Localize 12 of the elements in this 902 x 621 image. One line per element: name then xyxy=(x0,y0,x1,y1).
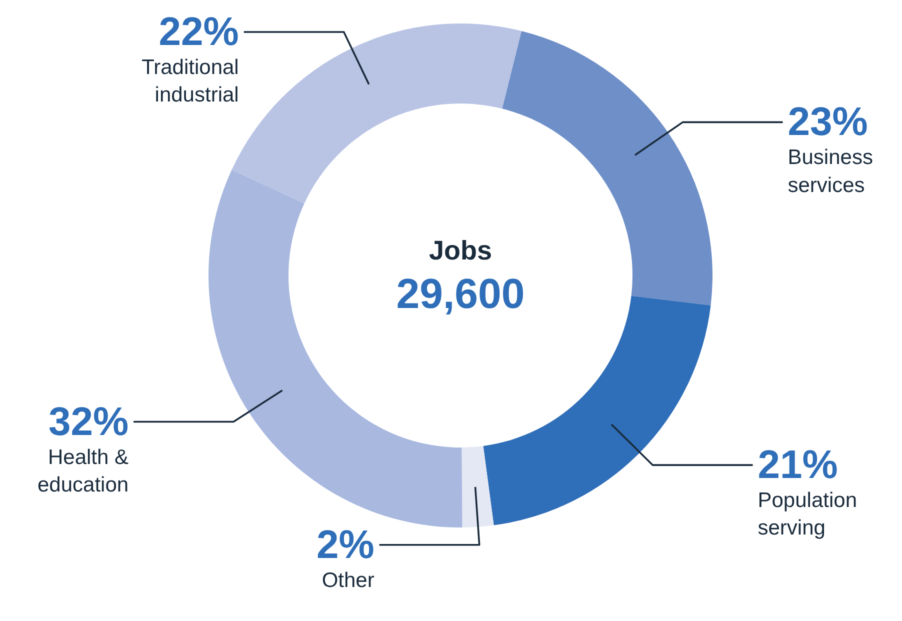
data-label: 21% xyxy=(758,443,838,488)
slice-label: Population serving xyxy=(758,489,857,540)
slice-label: Business services xyxy=(788,146,873,197)
text: Jobs xyxy=(428,236,492,266)
data-label: 22% xyxy=(158,10,239,54)
data-label: 23% xyxy=(788,100,868,144)
data-label: 2% xyxy=(316,522,374,567)
text: 29,600 xyxy=(396,270,525,317)
slice-label: Health & education xyxy=(37,446,129,496)
slice-label: Traditional industrial xyxy=(142,56,239,107)
slice-label: Other xyxy=(322,568,374,592)
data-label: 32% xyxy=(48,400,129,444)
